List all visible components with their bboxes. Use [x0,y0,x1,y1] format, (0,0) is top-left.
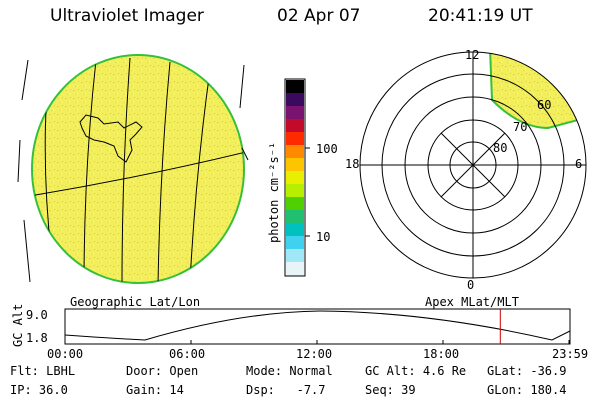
image-date: 02 Apr 07 [277,6,361,26]
colorbar-swatch [286,197,304,211]
colorbar-swatch [286,158,304,172]
time-tick-0000: 00:00 [47,347,84,361]
mlt-label-12: 12 [465,48,480,62]
time-tick-1200: 12:00 [296,347,333,361]
colorbar-swatch [286,262,304,276]
longitude-line [157,61,171,283]
mlt-label-0: 0 [467,278,475,292]
colorbar-swatch [286,93,304,107]
longitude-line [189,69,211,283]
colorbar-axis-label: photon cm⁻²s⁻¹ [267,141,281,243]
status-gain: Gain: 14 [126,383,184,397]
status-mode: Mode: Normal [246,364,333,378]
status-filter: Flt: LBHL [10,364,76,378]
altitude-ylabel: GC Alt [11,303,25,347]
colorbar-swatch [286,106,304,120]
image-time: 20:41:19 UT [428,6,533,26]
status-door: Door: Open [126,364,199,378]
time-tick-0600: 06:00 [169,347,206,361]
polar-plot [359,51,587,279]
colorbar-swatch [286,132,304,146]
colorbar-swatch [286,236,304,250]
coastline-outline [79,114,143,163]
earth-disk-image [17,54,249,284]
longitude-line [121,57,131,283]
status-glon: GLon: 180.4 [487,383,567,397]
mlt-label-18: 18 [345,157,360,171]
lat-label-80: 80 [493,141,508,155]
status-gc-alt: GC Alt: 4.6 Re [365,364,467,378]
time-tick-1800: 18:00 [423,347,460,361]
colorbar-swatch [286,145,304,159]
colorbar-swatch [286,80,304,94]
lat-label-60: 60 [537,98,552,112]
colorbar-swatch [286,223,304,237]
latitude-line [32,151,244,197]
colorbar-tick-100: 100 [316,142,338,156]
colorbar-swatch [286,210,304,224]
lat-label-70: 70 [513,120,528,134]
status-glat: GLat: -36.9 [487,364,567,378]
colorbar-swatch [286,249,304,263]
longitude-line [83,59,97,283]
altitude-plot [64,308,571,345]
right-panel-caption: Apex MLat/MLT [425,295,519,309]
altitude-ytick-max: 9.0 [26,308,48,322]
time-tick-2359: 23:59 [552,347,589,361]
colorbar-tick-10: 10 [316,230,331,244]
left-panel-caption: Geographic Lat/Lon [70,295,201,309]
colorbar-swatch [286,119,304,133]
altitude-ytick-min: 1.8 [26,331,48,345]
status-ip: IP: 36.0 [10,383,68,397]
colorbar-swatch [286,171,304,185]
image-title: Ultraviolet Imager [50,6,204,26]
status-dsp: Dsp: -7.7 [246,383,326,397]
mlt-label-6: 6 [575,157,583,171]
colorbar [284,78,310,277]
colorbar-swatch [286,184,304,198]
status-seq: Seq: 39 [365,383,416,397]
